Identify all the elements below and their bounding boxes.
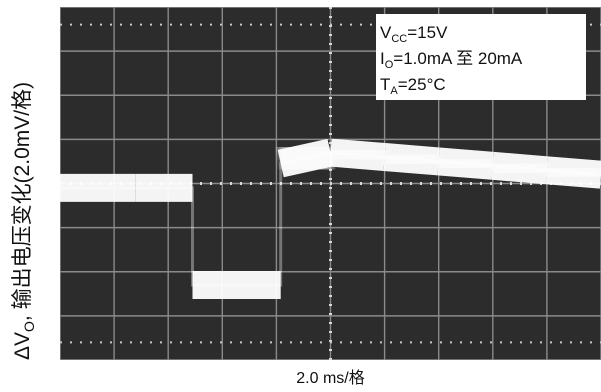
series-segment (277, 138, 334, 178)
legend-io: IO=1.0mA 至 20mA (380, 49, 523, 71)
y-label-subscript: O (21, 321, 37, 332)
series-segment (437, 147, 494, 180)
series-segment (491, 151, 549, 185)
x-label-unit: 格 (348, 370, 365, 387)
legend-vcc: VCC=15V (380, 23, 448, 45)
svg-text:ΔVO, 输出电压变化(2.0mV/格): ΔVO, 输出电压变化(2.0mV/格) (11, 82, 37, 360)
y-label-rest: , 输出电压变化(2.0mV/格) (11, 82, 34, 321)
conditions-legend: VCC=15V IO=1.0mA 至 20mA TA=25°C (376, 14, 586, 100)
series-segment (383, 143, 440, 176)
x-axis-label: 2.0 ms/格 (60, 364, 601, 390)
y-axis-label: ΔVO, 输出电压变化(2.0mV/格) (11, 82, 37, 360)
y-label-delta-v: ΔV (11, 332, 34, 360)
x-label-scale: 2.0 ms/ (296, 370, 349, 387)
traces (60, 131, 601, 306)
legend-ta: TA=25°C (380, 75, 446, 97)
series-segment (545, 156, 601, 189)
series-segment (329, 138, 386, 171)
